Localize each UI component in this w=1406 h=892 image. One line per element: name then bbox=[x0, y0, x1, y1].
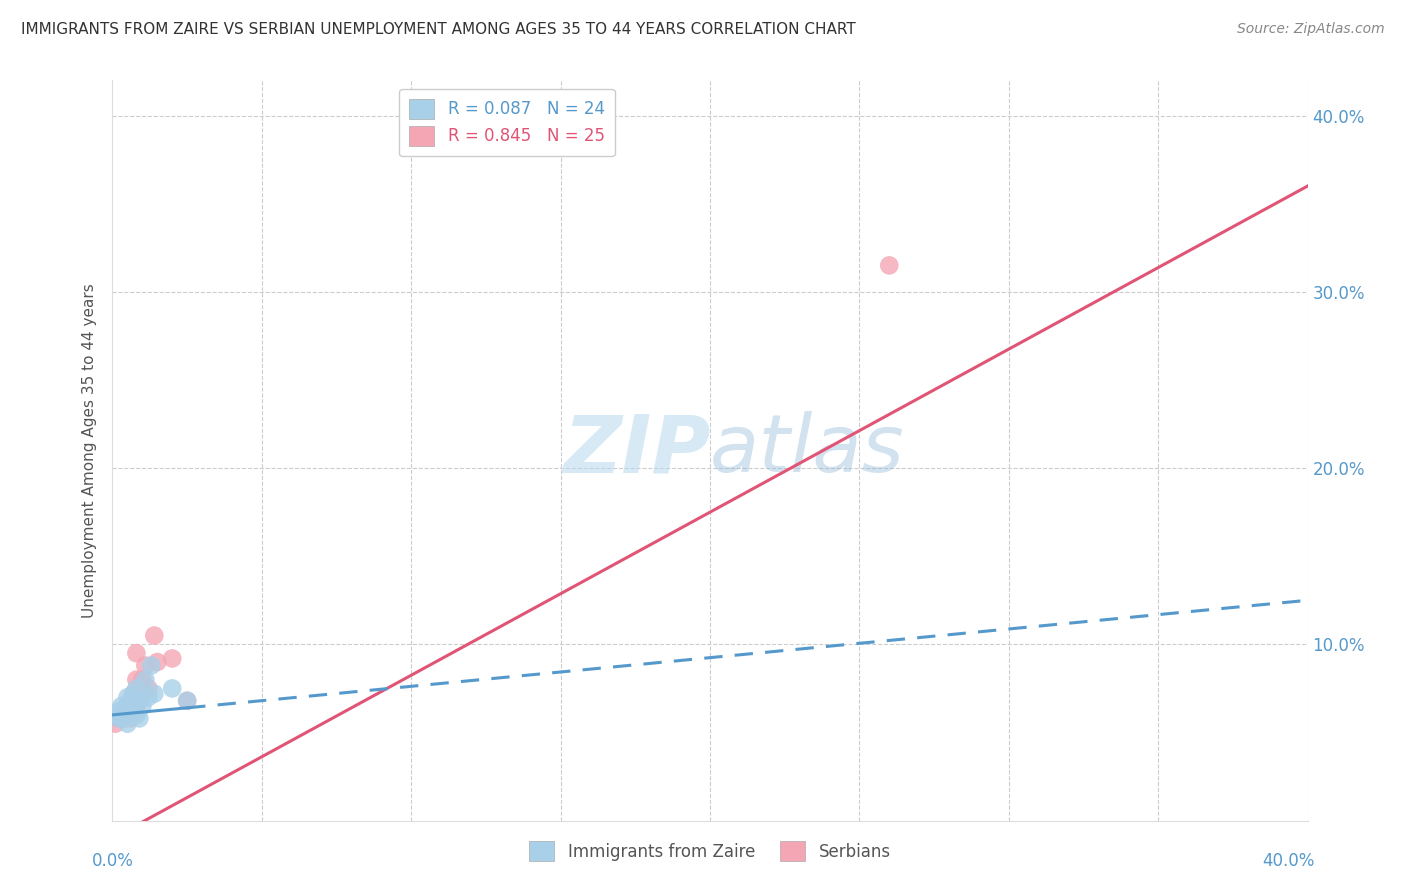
Point bbox=[125, 646, 148, 660]
Point bbox=[128, 711, 150, 725]
Point bbox=[128, 681, 150, 696]
Point bbox=[125, 707, 148, 722]
Point bbox=[128, 694, 150, 708]
Point bbox=[110, 699, 132, 714]
Text: 0.0%: 0.0% bbox=[91, 852, 134, 870]
Point bbox=[125, 681, 148, 696]
Point bbox=[125, 673, 148, 687]
Point bbox=[176, 694, 198, 708]
Point bbox=[141, 658, 163, 673]
Point bbox=[117, 707, 139, 722]
Point bbox=[143, 687, 166, 701]
Point bbox=[122, 687, 145, 701]
Point bbox=[162, 681, 183, 696]
Point bbox=[128, 690, 150, 705]
Point bbox=[162, 651, 183, 665]
Point bbox=[176, 694, 198, 708]
Point bbox=[110, 707, 132, 722]
Point bbox=[120, 703, 142, 717]
Point bbox=[138, 681, 160, 696]
Point bbox=[122, 699, 145, 714]
Text: IMMIGRANTS FROM ZAIRE VS SERBIAN UNEMPLOYMENT AMONG AGES 35 TO 44 YEARS CORRELAT: IMMIGRANTS FROM ZAIRE VS SERBIAN UNEMPLO… bbox=[21, 22, 856, 37]
Point bbox=[114, 711, 135, 725]
Text: ZIP: ZIP bbox=[562, 411, 710, 490]
Point bbox=[107, 711, 129, 725]
Point bbox=[117, 716, 139, 731]
Point bbox=[117, 690, 139, 705]
Point bbox=[120, 704, 142, 718]
Point bbox=[104, 707, 127, 722]
Point bbox=[114, 704, 135, 718]
Point bbox=[104, 716, 127, 731]
Point bbox=[110, 711, 132, 725]
Y-axis label: Unemployment Among Ages 35 to 44 years: Unemployment Among Ages 35 to 44 years bbox=[82, 283, 97, 618]
Point bbox=[122, 687, 145, 701]
Point bbox=[138, 690, 160, 705]
Point bbox=[114, 711, 135, 725]
Point bbox=[131, 699, 153, 714]
Point bbox=[122, 694, 145, 708]
Point bbox=[107, 704, 129, 718]
Point bbox=[134, 673, 156, 687]
Text: 40.0%: 40.0% bbox=[1263, 852, 1315, 870]
Legend: Immigrants from Zaire, Serbians: Immigrants from Zaire, Serbians bbox=[523, 834, 897, 868]
Point bbox=[114, 703, 135, 717]
Text: atlas: atlas bbox=[710, 411, 905, 490]
Point bbox=[146, 655, 169, 669]
Point bbox=[107, 711, 129, 725]
Point bbox=[131, 673, 153, 687]
Point bbox=[117, 699, 139, 714]
Point bbox=[110, 707, 132, 722]
Point bbox=[143, 628, 166, 642]
Point bbox=[120, 711, 142, 725]
Text: Source: ZipAtlas.com: Source: ZipAtlas.com bbox=[1237, 22, 1385, 37]
Point bbox=[125, 699, 148, 714]
Point bbox=[134, 658, 156, 673]
Point bbox=[879, 259, 901, 273]
Point bbox=[120, 694, 142, 708]
